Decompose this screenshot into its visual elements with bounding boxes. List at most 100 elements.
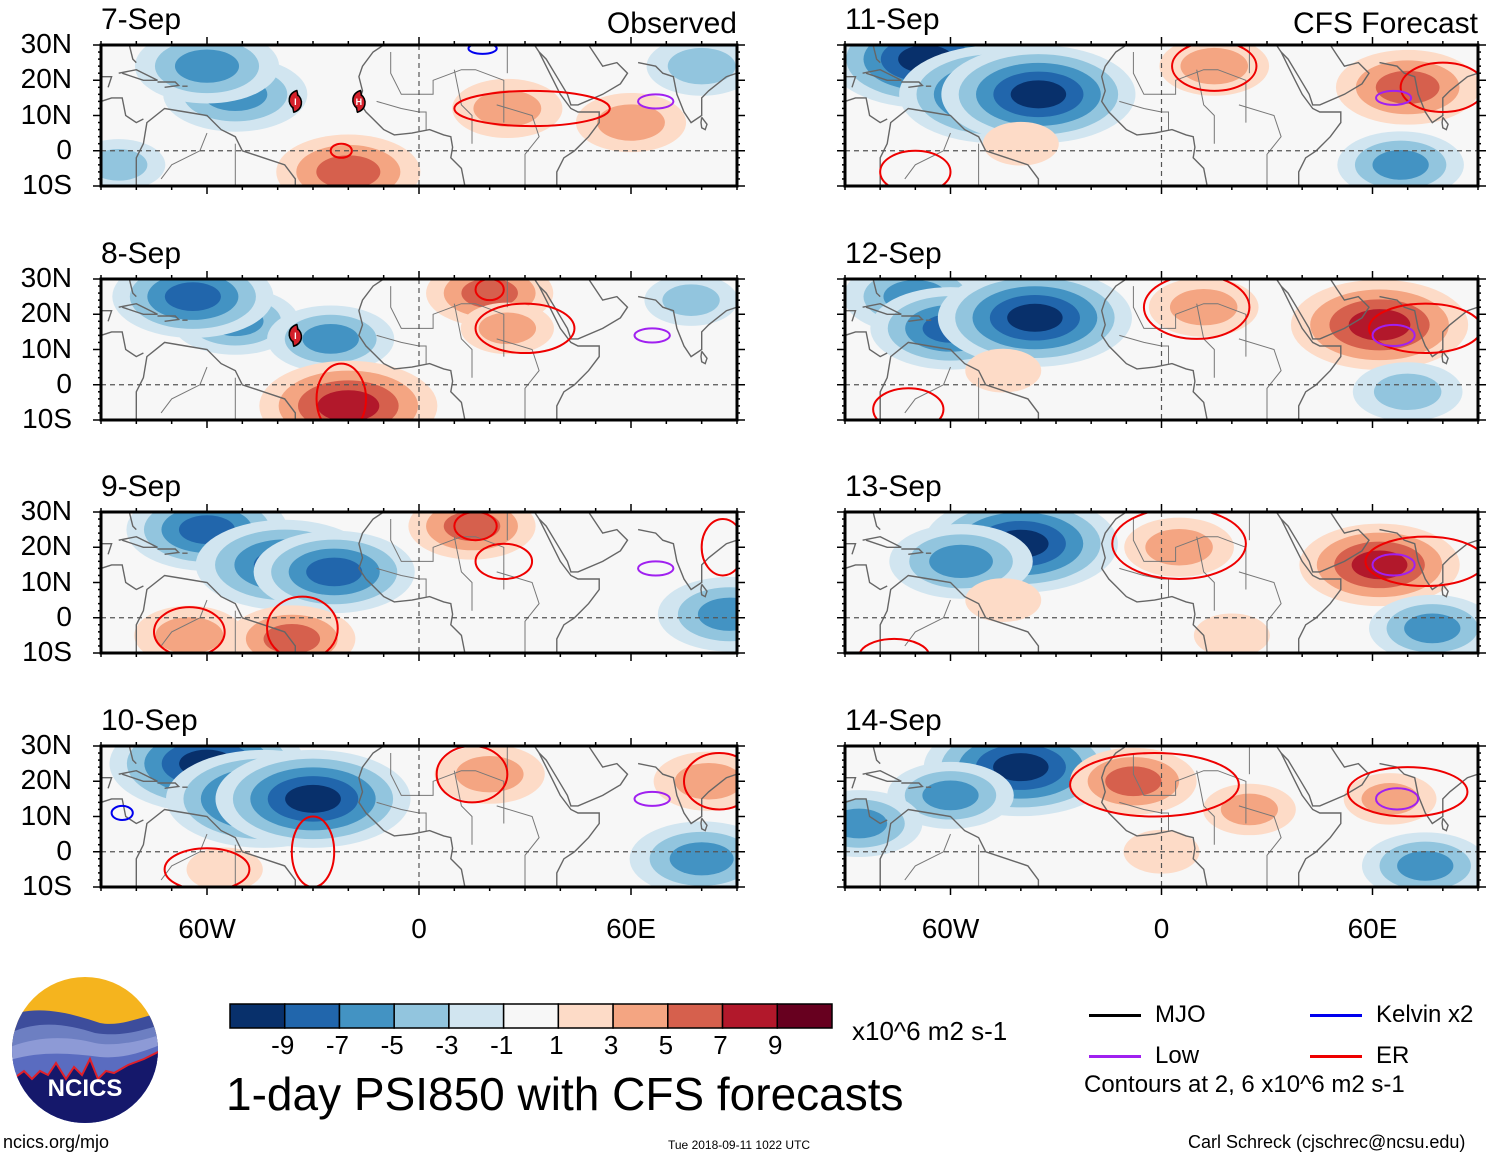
anomaly-shading xyxy=(933,62,1059,126)
coastline xyxy=(901,315,924,322)
contour-er xyxy=(1364,535,1478,588)
panel-date-label: 12-Sep xyxy=(845,237,942,270)
contour-er xyxy=(474,542,534,580)
coastline xyxy=(1379,762,1478,825)
anomaly-shading xyxy=(298,380,399,420)
coastline xyxy=(358,512,466,653)
anomaly-shading xyxy=(161,512,253,553)
coastline xyxy=(637,61,737,124)
anomaly-shading xyxy=(144,746,270,796)
anomaly-shading xyxy=(1369,594,1478,653)
anomaly-shading xyxy=(941,45,1136,144)
anomaly-shading xyxy=(883,280,948,314)
legend-note: Contours at 2, 6 x10^6 m2 s-1 xyxy=(1084,1071,1405,1098)
anomaly-shading xyxy=(1397,850,1454,881)
country-border xyxy=(496,338,540,420)
coastline xyxy=(1196,512,1342,653)
anomaly-shading xyxy=(1379,841,1471,887)
anomaly-shading xyxy=(951,71,1042,118)
coastline xyxy=(135,808,296,887)
anomaly-shading xyxy=(207,306,264,337)
anomaly-shading xyxy=(887,296,1014,361)
coastline xyxy=(538,746,629,807)
lat-tick-label: 30N xyxy=(20,262,72,293)
lat-tick-label: 20N xyxy=(20,764,72,796)
country-border xyxy=(376,334,427,364)
anomaly-shading xyxy=(923,512,1118,593)
coastline xyxy=(454,279,600,420)
lat-tick-label: 0 xyxy=(56,133,72,165)
contour-low xyxy=(637,93,675,110)
coastline xyxy=(1441,116,1449,131)
anomaly-shading xyxy=(1355,60,1460,115)
coastline xyxy=(118,769,158,782)
anomaly-shading xyxy=(880,45,971,82)
legend-line-swatch xyxy=(1310,1013,1362,1017)
contour-er xyxy=(1142,279,1251,340)
country-border xyxy=(496,571,540,653)
panel-date-label: 9-Sep xyxy=(101,470,182,503)
country-border xyxy=(904,833,951,881)
contour-er xyxy=(683,752,737,811)
contour-er xyxy=(872,387,945,420)
anomaly-shading xyxy=(316,155,381,186)
country-border xyxy=(453,536,473,611)
anomaly-shading xyxy=(982,121,1059,166)
coastline xyxy=(872,45,881,64)
coastline xyxy=(454,746,600,887)
coastline xyxy=(157,548,181,555)
lon-tick-label: 0 xyxy=(1153,913,1170,944)
contour-er xyxy=(435,746,509,804)
lat-tick-label: 10N xyxy=(20,799,72,831)
anomaly-shading xyxy=(1361,832,1478,887)
coastline xyxy=(157,315,181,322)
anomaly-shading xyxy=(1352,362,1463,420)
lat-tick-label: 30N xyxy=(20,729,72,760)
anomaly-shading xyxy=(276,134,421,186)
coastline xyxy=(901,81,924,88)
anomaly-shading xyxy=(163,56,308,132)
panel-frame xyxy=(843,43,1480,188)
contour-er xyxy=(1399,61,1478,113)
colorbar-units: x10^6 m2 s-1 xyxy=(852,1016,1008,1046)
lat-tick-label: 10S xyxy=(22,870,72,901)
footer-url[interactable]: ncics.org/mjo xyxy=(3,1132,110,1152)
anomaly-shading xyxy=(899,45,1094,144)
coastline xyxy=(1280,45,1370,106)
legend-line-swatch xyxy=(1089,1054,1141,1058)
anomaly-shading xyxy=(937,279,1132,367)
anomaly-shading xyxy=(253,549,316,581)
anomaly-shading xyxy=(271,539,398,605)
lat-tick-label: 30N xyxy=(20,495,72,526)
anomaly-shading xyxy=(267,776,359,822)
anomaly-shading xyxy=(1010,80,1067,109)
lat-tick-label: 10N xyxy=(20,332,72,364)
coastline xyxy=(118,535,158,548)
anomaly-shading xyxy=(972,286,1098,350)
colorbar-tick-label: -1 xyxy=(490,1030,514,1060)
anomaly-shading xyxy=(1299,523,1460,607)
lat-tick-label: 10N xyxy=(20,565,72,597)
anomaly-shading xyxy=(215,749,411,848)
anomaly-shading xyxy=(958,746,1084,799)
contour-low xyxy=(1375,787,1420,811)
country-border xyxy=(160,599,208,647)
coastline xyxy=(538,512,629,573)
coastline xyxy=(637,528,737,591)
anomaly-shading xyxy=(1007,303,1063,332)
coastline xyxy=(845,97,888,124)
anomaly-shading xyxy=(1329,299,1430,351)
coastline xyxy=(845,564,888,591)
anomaly-shading xyxy=(1361,783,1419,815)
coastline xyxy=(588,185,590,186)
anomaly-shading xyxy=(228,605,356,653)
anomaly-shading xyxy=(1375,70,1440,104)
anomaly-shading xyxy=(218,776,309,822)
coastline xyxy=(700,817,708,832)
ncics-logo: NCICS xyxy=(12,977,158,1123)
contour-er xyxy=(1111,512,1247,580)
anomaly-shading xyxy=(916,54,1076,135)
anomaly-shading xyxy=(183,67,288,122)
colorbar-swatch xyxy=(283,1003,341,1029)
